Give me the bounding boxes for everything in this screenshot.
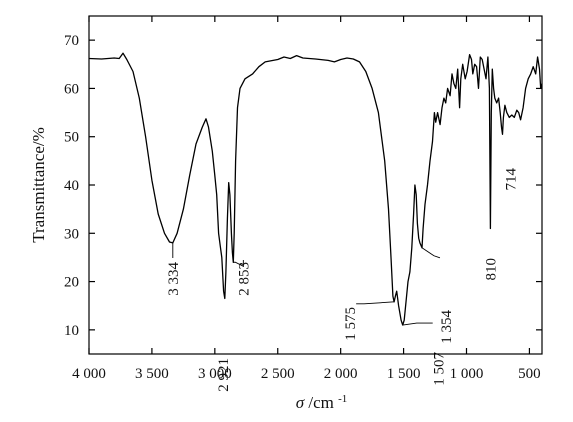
x-axis-title-unit: /cm <box>308 393 334 412</box>
x-tick-label: 500 <box>518 366 541 382</box>
peak-annotations: 3 334 2 921 2 853 1 575 1 507 1 354 810 714 <box>166 168 520 392</box>
x-tick-label: 3 500 <box>135 366 169 382</box>
x-axis-title: σ /cm -1 <box>296 393 348 412</box>
peak-leader <box>233 260 244 267</box>
peak-leader <box>402 322 433 326</box>
peak-leader <box>356 301 395 305</box>
peak-label: 714 <box>504 168 520 191</box>
spectrum-line <box>88 52 543 326</box>
peak-label: 1 354 <box>439 310 455 344</box>
y-tick-label: 40 <box>64 178 79 194</box>
y-tick-label: 60 <box>64 81 79 97</box>
y-tick-label: 20 <box>64 275 79 291</box>
plot-frame <box>88 15 543 355</box>
x-axis-title-symbol: σ <box>296 393 305 412</box>
x-tick-label: 4 000 <box>72 366 106 382</box>
peak-label: 2 921 <box>216 358 232 392</box>
x-tick-label: 2 500 <box>261 366 295 382</box>
y-tick-label: 10 <box>64 323 79 339</box>
peak-label: 1 575 <box>343 307 359 341</box>
y-tick-label: 70 <box>64 33 79 49</box>
y-tick-label: 30 <box>64 226 79 242</box>
peak-leader <box>421 247 441 259</box>
peak-label: 2 853 <box>236 262 252 296</box>
peak-label: 3 334 <box>166 262 182 296</box>
peak-label: 1 507 <box>432 352 448 386</box>
x-tick-label: 1 000 <box>450 366 484 382</box>
x-tick-label: 2 000 <box>324 366 358 382</box>
peak-label: 810 <box>483 258 499 281</box>
y-axis-title: Transmittance/% <box>29 127 48 243</box>
series-layer <box>88 52 543 326</box>
x-tick-label: 3 000 <box>198 366 232 382</box>
x-axis-title-exponent: -1 <box>338 393 347 405</box>
y-tick-label: 50 <box>64 130 79 146</box>
x-tick-label: 1 500 <box>387 366 421 382</box>
axis-ticks: 4 000 3 500 3 000 2 500 2 000 1 500 1 000 500 10… <box>64 16 542 382</box>
